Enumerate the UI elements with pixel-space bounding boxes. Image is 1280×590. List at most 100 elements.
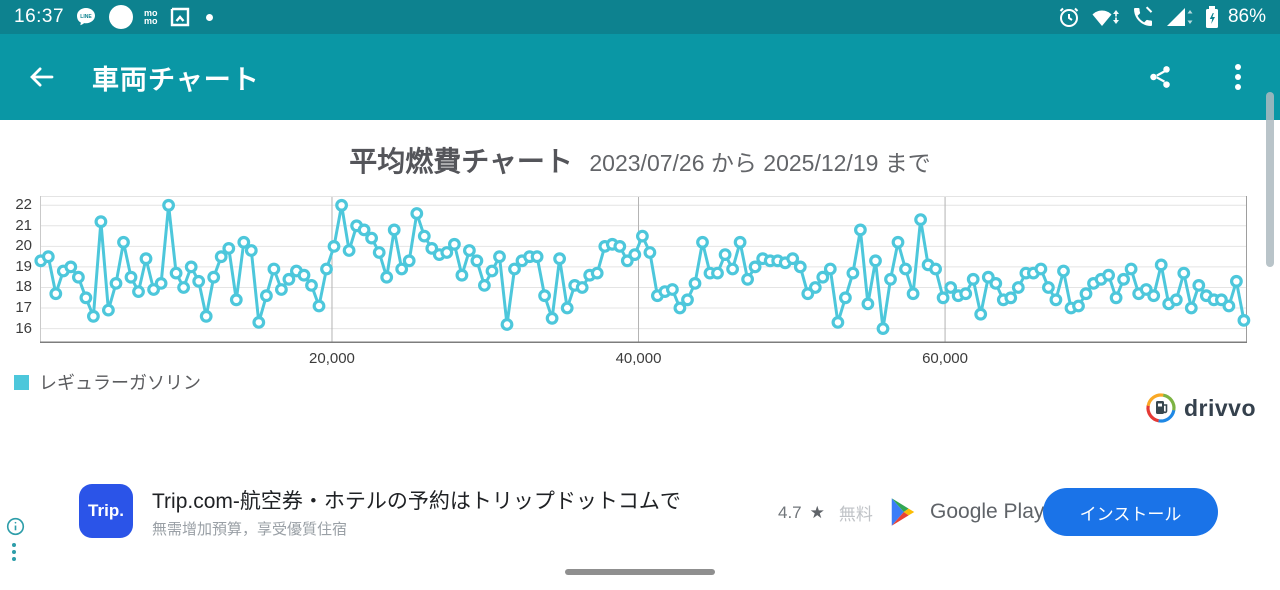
data-point[interactable] (869, 254, 882, 268)
data-point[interactable] (154, 276, 168, 290)
data-point[interactable] (1124, 262, 1138, 276)
data-point[interactable] (560, 301, 574, 315)
data-point[interactable] (861, 297, 875, 311)
data-point[interactable] (1117, 272, 1130, 286)
data-point[interactable] (726, 262, 739, 276)
data-point[interactable] (387, 223, 401, 237)
data-point[interactable] (79, 291, 93, 305)
data-point[interactable] (831, 315, 845, 329)
data-point[interactable] (688, 276, 702, 290)
data-point[interactable] (545, 311, 559, 325)
data-point[interactable] (1049, 293, 1063, 307)
data-point[interactable] (72, 270, 85, 284)
data-point[interactable] (139, 252, 153, 266)
data-point[interactable] (786, 252, 800, 266)
data-point[interactable] (508, 262, 521, 276)
data-point[interactable] (448, 237, 461, 251)
data-point[interactable] (94, 215, 108, 229)
data-point[interactable] (673, 301, 687, 315)
data-point[interactable] (929, 262, 942, 276)
data-point[interactable] (417, 229, 431, 243)
ad-choices-dots-icon[interactable] (12, 543, 16, 561)
data-point[interactable] (636, 229, 649, 243)
back-arrow-icon[interactable] (22, 57, 62, 97)
data-point[interactable] (365, 231, 379, 245)
data-point[interactable] (109, 276, 123, 290)
data-point[interactable] (681, 293, 694, 307)
data-point[interactable] (748, 260, 762, 274)
data-point[interactable] (1102, 268, 1115, 282)
data-point[interactable] (966, 272, 980, 286)
gesture-navigation-pill[interactable] (565, 569, 715, 575)
data-point[interactable] (959, 287, 973, 301)
data-point[interactable] (1177, 266, 1191, 280)
google-play-badge[interactable]: Google Play (888, 496, 1044, 528)
data-point[interactable] (590, 266, 604, 280)
data-point[interactable] (906, 287, 920, 301)
data-point[interactable] (282, 272, 296, 286)
data-point[interactable] (470, 254, 484, 268)
data-point[interactable] (1034, 262, 1048, 276)
data-point[interactable] (222, 242, 236, 255)
data-point[interactable] (312, 299, 326, 313)
data-point[interactable] (846, 266, 860, 280)
data-point[interactable] (478, 278, 491, 292)
data-point[interactable] (1072, 299, 1085, 313)
data-point[interactable] (914, 213, 927, 226)
data-point[interactable] (132, 285, 145, 298)
data-point[interactable] (267, 262, 281, 276)
data-point[interactable] (666, 283, 679, 296)
data-point[interactable] (628, 248, 642, 261)
data-point[interactable] (808, 281, 822, 294)
data-point[interactable] (124, 270, 138, 284)
trip-app-icon[interactable]: Trip. (79, 484, 133, 538)
data-point[interactable] (989, 276, 1003, 290)
data-point[interactable] (274, 283, 288, 296)
data-point[interactable] (899, 262, 912, 276)
data-point[interactable] (214, 250, 228, 264)
data-point[interactable] (530, 250, 544, 264)
data-point[interactable] (357, 223, 371, 237)
share-icon[interactable] (1140, 57, 1180, 97)
data-point[interactable] (485, 264, 499, 278)
data-point[interactable] (1222, 299, 1236, 313)
data-point[interactable] (305, 278, 318, 292)
data-point[interactable] (199, 309, 213, 323)
data-point[interactable] (463, 244, 476, 257)
data-point[interactable] (500, 318, 514, 331)
data-point[interactable] (1237, 313, 1251, 327)
data-point[interactable] (169, 266, 183, 280)
data-point[interactable] (613, 240, 627, 253)
data-point[interactable] (711, 266, 724, 280)
data-point[interactable] (1057, 264, 1070, 278)
data-point[interactable] (342, 244, 356, 257)
data-point[interactable] (259, 289, 273, 303)
data-point[interactable] (207, 270, 221, 284)
data-point[interactable] (64, 260, 78, 274)
data-point[interactable] (455, 268, 469, 282)
data-point[interactable] (297, 268, 311, 282)
data-point[interactable] (395, 262, 409, 276)
data-point[interactable] (1004, 291, 1018, 305)
overflow-menu-icon[interactable] (1218, 57, 1258, 97)
data-point[interactable] (891, 235, 905, 249)
data-point[interactable] (643, 246, 657, 259)
data-point[interactable] (1169, 293, 1183, 307)
data-point[interactable] (1079, 287, 1093, 301)
ad-text-block[interactable]: Trip.com-航空券・ホテルの予約はトリップドットコムで 無需增加預算，享受… (152, 488, 762, 539)
data-point[interactable] (823, 262, 837, 276)
data-point[interactable] (538, 289, 552, 303)
data-point[interactable] (87, 309, 100, 323)
data-point[interactable] (244, 244, 258, 257)
data-point[interactable] (793, 260, 807, 274)
data-point[interactable] (335, 198, 349, 212)
install-button[interactable]: インストール (1043, 488, 1218, 536)
data-point[interactable] (1147, 289, 1161, 303)
ad-info-icon[interactable] (6, 517, 25, 541)
data-point[interactable] (553, 252, 566, 266)
data-point[interactable] (252, 315, 266, 329)
data-point[interactable] (854, 223, 867, 237)
data-point[interactable] (741, 272, 754, 286)
data-point[interactable] (229, 293, 243, 307)
data-point[interactable] (1011, 281, 1025, 294)
